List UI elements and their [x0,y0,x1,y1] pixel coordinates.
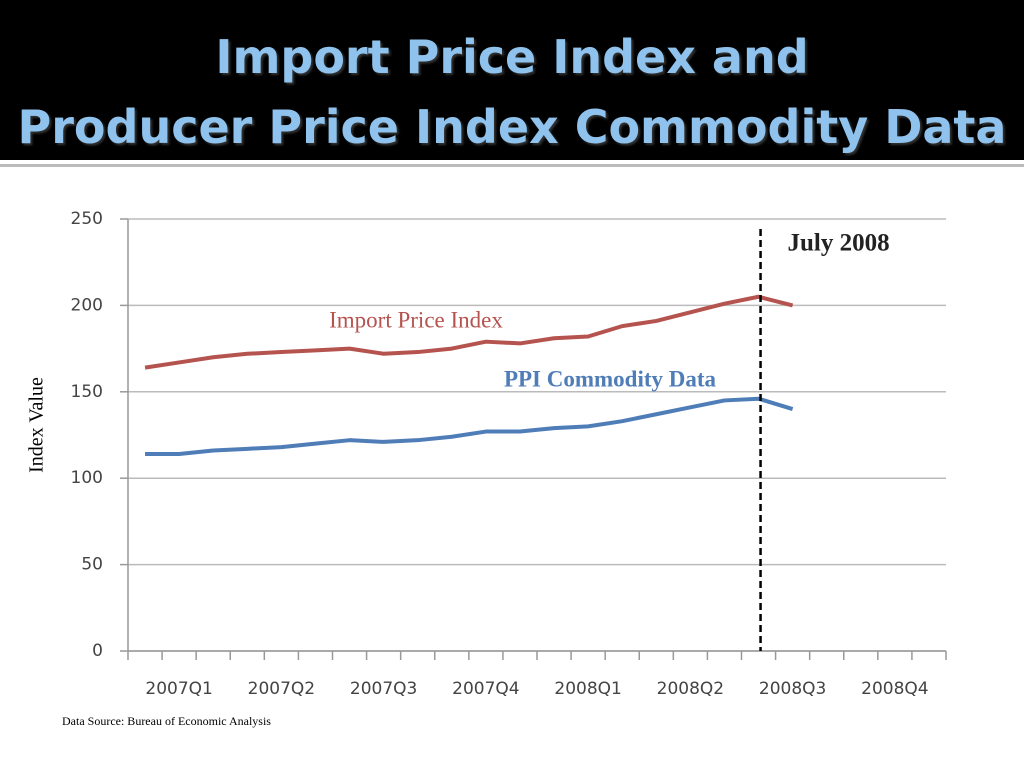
annotation: July 2008 [788,230,890,257]
title-rule [0,164,1024,167]
x-tick-label: 2008Q2 [657,679,724,699]
x-tick-label: 2008Q4 [861,679,928,699]
y-tick-label: 250 [71,209,103,229]
y-axis-label: Index Value [26,377,48,473]
source-note: Data Source: Bureau of Economic Analysis [62,714,271,728]
x-tick-label: 2007Q1 [145,679,212,699]
x-tick-label: 2007Q2 [248,679,315,699]
y-tick-label: 100 [71,468,103,488]
x-tick-label: 2008Q1 [554,679,621,699]
series-label: Import Price Index [329,307,503,332]
y-tick-label: 50 [81,555,103,575]
x-tick-label: 2007Q4 [452,679,519,699]
x-tick-label: 2008Q3 [759,679,826,699]
y-tick-label: 150 [71,382,103,402]
x-tick-label: 2007Q3 [350,679,417,699]
series-line [144,294,794,370]
y-tick-label: 0 [92,641,103,661]
series-line [145,396,794,457]
title-line: Producer Price Index Commodity Data [17,100,1007,154]
y-tick-label: 200 [71,295,103,315]
title-line: Import Price Index and [215,30,809,84]
title-band [0,0,1024,160]
title: Import Price Index and Producer Price In… [0,22,1024,162]
series-label: PPI Commodity Data [504,366,717,391]
